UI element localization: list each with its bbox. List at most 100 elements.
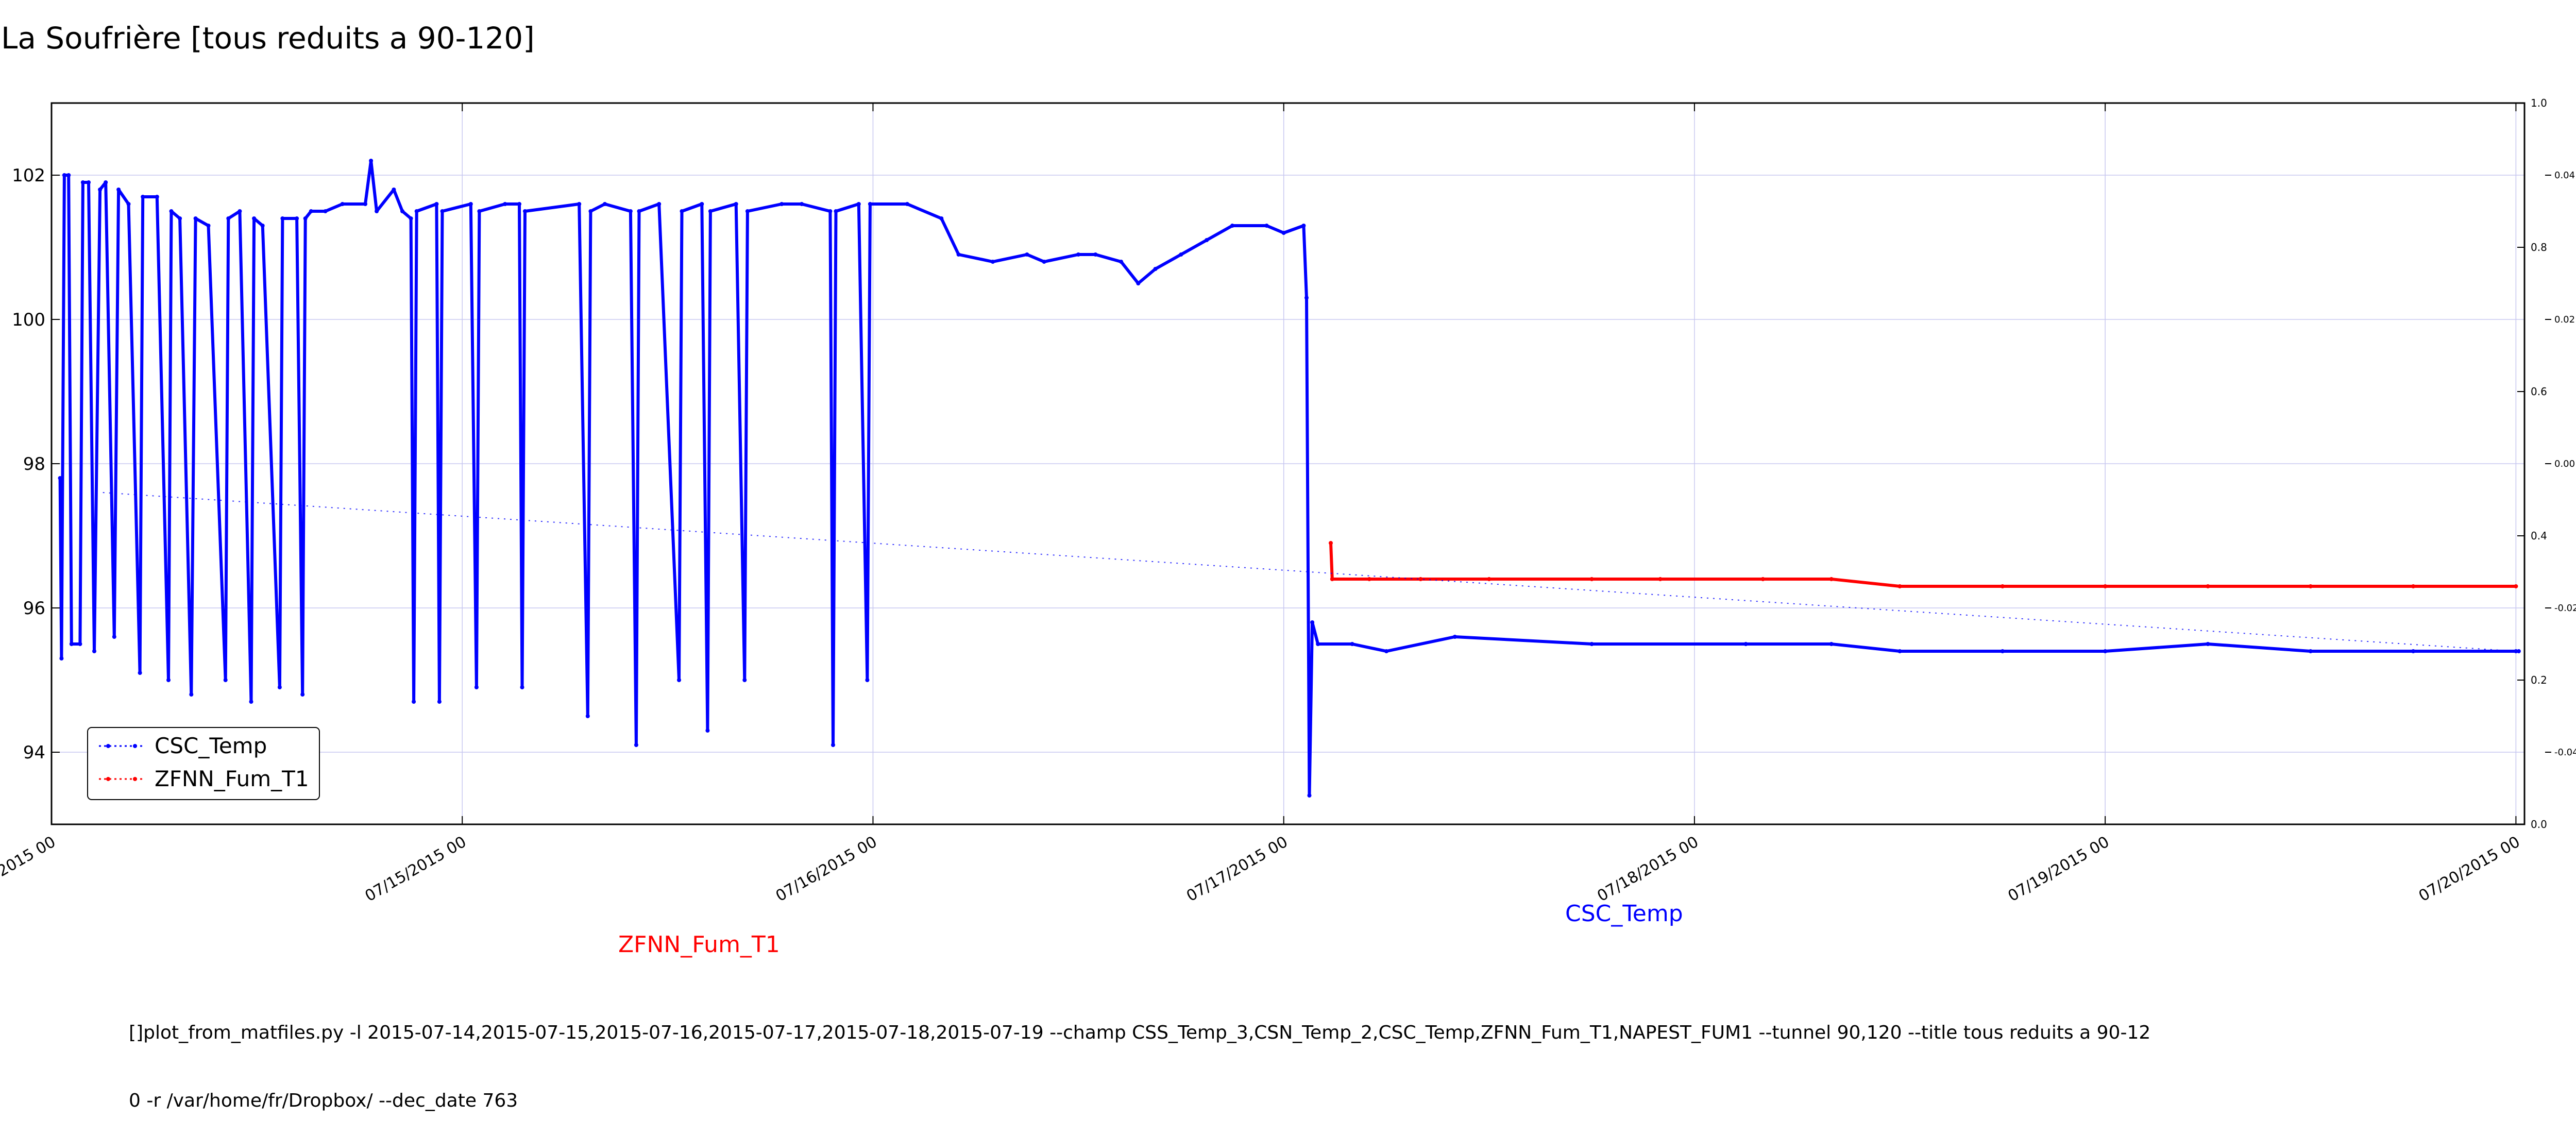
x-tick-label: 07/20/2015 00 (2416, 833, 2523, 906)
data-point-csc-temp (2411, 649, 2416, 653)
data-point-csc-temp (249, 700, 253, 704)
chart: 94 96 98 100 102 07/14/2015 00 07/15/2015 00 07… (0, 97, 2576, 906)
data-point-csc-temp (1119, 260, 1124, 264)
series-label-zfnn: ZFNN_Fum_T1 (618, 931, 780, 958)
data-point-csc-temp (2103, 649, 2108, 653)
data-point-csc-temp (1153, 267, 1158, 271)
data-point-csc-temp (468, 202, 473, 206)
data-point-csc-temp (905, 202, 909, 206)
data-point-csc-temp (634, 743, 638, 747)
y-tick-label: 100 (12, 310, 45, 330)
data-point-csc-temp (677, 678, 681, 682)
data-point-csc-temp (226, 216, 231, 221)
x-tick-label: 07/19/2015 00 (2005, 833, 2113, 906)
data-point-csc-temp (1384, 649, 1388, 653)
data-point-zfnn-fum-t1 (1418, 577, 1423, 581)
data-point-csc-temp (734, 202, 738, 206)
data-point-csc-temp (742, 678, 747, 682)
legend-label-zfnn-fum-t1: ZFNN_Fum_T1 (155, 766, 309, 791)
data-point-csc-temp (628, 209, 633, 213)
data-point-zfnn-fum-t1 (1897, 584, 1902, 588)
data-point-csc-temp (155, 195, 159, 199)
right-outer-tick-label: 1.0 (2531, 97, 2547, 109)
data-point-zfnn-fum-t1 (2411, 584, 2416, 588)
data-point-csc-temp (834, 209, 838, 213)
data-point-csc-temp (280, 216, 285, 221)
right-inner-tick-label: -0.04 (2554, 747, 2576, 758)
y-tick-label: 98 (23, 454, 45, 475)
data-point-csc-temp (1310, 620, 1315, 624)
data-point-csc-temp (78, 642, 82, 646)
data-point-csc-temp (708, 209, 713, 213)
data-point-csc-temp (705, 729, 710, 733)
data-point-csc-temp (223, 678, 228, 682)
data-point-csc-temp (517, 202, 521, 206)
data-point-csc-temp (166, 678, 171, 682)
data-point-csc-temp (104, 180, 108, 184)
data-point-csc-temp (62, 173, 66, 177)
data-point-csc-temp (585, 714, 590, 718)
data-point-csc-temp (657, 202, 662, 206)
data-point-csc-temp (1589, 642, 1594, 646)
series-label-csc: CSC_Temp (1565, 901, 1683, 927)
right-inner-tick-label: -0.02 (2554, 603, 2576, 614)
data-point-csc-temp (577, 202, 582, 206)
data-point-csc-temp (603, 202, 607, 206)
data-point-zfnn-fum-t1 (1329, 541, 1333, 545)
right-outer-tick-label: 0.8 (2531, 241, 2547, 253)
data-point-csc-temp (1205, 238, 1209, 242)
data-point-csc-temp (956, 252, 961, 257)
data-point-zfnn-fum-t1 (2206, 584, 2210, 588)
data-point-csc-temp (2206, 642, 2210, 646)
data-point-csc-temp (1307, 793, 1312, 798)
data-point-csc-temp (1301, 224, 1306, 228)
data-point-csc-temp (116, 188, 121, 192)
data-point-csc-temp (1136, 281, 1141, 285)
data-point-csc-temp (745, 209, 750, 213)
legend-marker-zfnn-fum-t1 (133, 777, 137, 781)
data-point-zfnn-fum-t1 (1330, 577, 1334, 581)
data-point-zfnn-fum-t1 (1760, 577, 1765, 581)
trend-line (103, 492, 2516, 652)
data-point-csc-temp (437, 700, 442, 704)
data-point-zfnn-fum-t1 (1658, 577, 1663, 581)
right-outer-tick-label: 0.0 (2531, 818, 2547, 831)
data-point-csc-temp (138, 671, 142, 675)
data-point-csc-temp (178, 216, 182, 221)
data-point-csc-temp (503, 202, 507, 206)
series-line-zfnn-fum-t1 (1329, 543, 2516, 588)
data-point-csc-temp (340, 202, 345, 206)
data-point-csc-temp (440, 209, 445, 213)
legend-marker-zfnn-fum-t1 (106, 777, 110, 781)
data-point-csc-temp (92, 649, 96, 653)
data-point-csc-temp (300, 692, 305, 697)
data-point-csc-temp (126, 202, 131, 206)
data-point-csc-temp (1093, 252, 1098, 257)
data-point-csc-temp (588, 209, 593, 213)
right-outer-tick-label: 0.2 (2531, 674, 2547, 686)
data-point-zfnn-fum-t1 (2103, 584, 2108, 588)
data-point-csc-temp (363, 202, 367, 206)
data-point-csc-temp (1829, 642, 1834, 646)
data-point-csc-temp (309, 209, 313, 213)
data-point-csc-temp (1897, 649, 1902, 653)
x-tick-label: 07/18/2015 00 (1594, 833, 1702, 906)
data-point-csc-temp (831, 743, 835, 747)
data-point-csc-temp (939, 216, 944, 221)
data-point-csc-temp (66, 173, 71, 177)
data-point-csc-temp (865, 678, 870, 682)
data-point-csc-temp (1230, 224, 1234, 228)
data-point-csc-temp (141, 195, 145, 199)
data-point-csc-temp (680, 209, 684, 213)
data-point-csc-temp (58, 476, 62, 480)
data-point-csc-temp (375, 209, 379, 213)
data-point-csc-temp (69, 642, 74, 646)
data-point-csc-temp (700, 202, 704, 206)
caption-line-1: []plot_from_matfiles.py -l 2015-07-14,20… (129, 1022, 2151, 1043)
data-point-csc-temp (1076, 252, 1081, 257)
legend-box (87, 727, 320, 800)
data-point-csc-temp (59, 656, 64, 660)
y-tick-label: 94 (23, 742, 45, 763)
data-point-csc-temp (1743, 642, 1748, 646)
data-point-csc-temp (260, 224, 265, 228)
